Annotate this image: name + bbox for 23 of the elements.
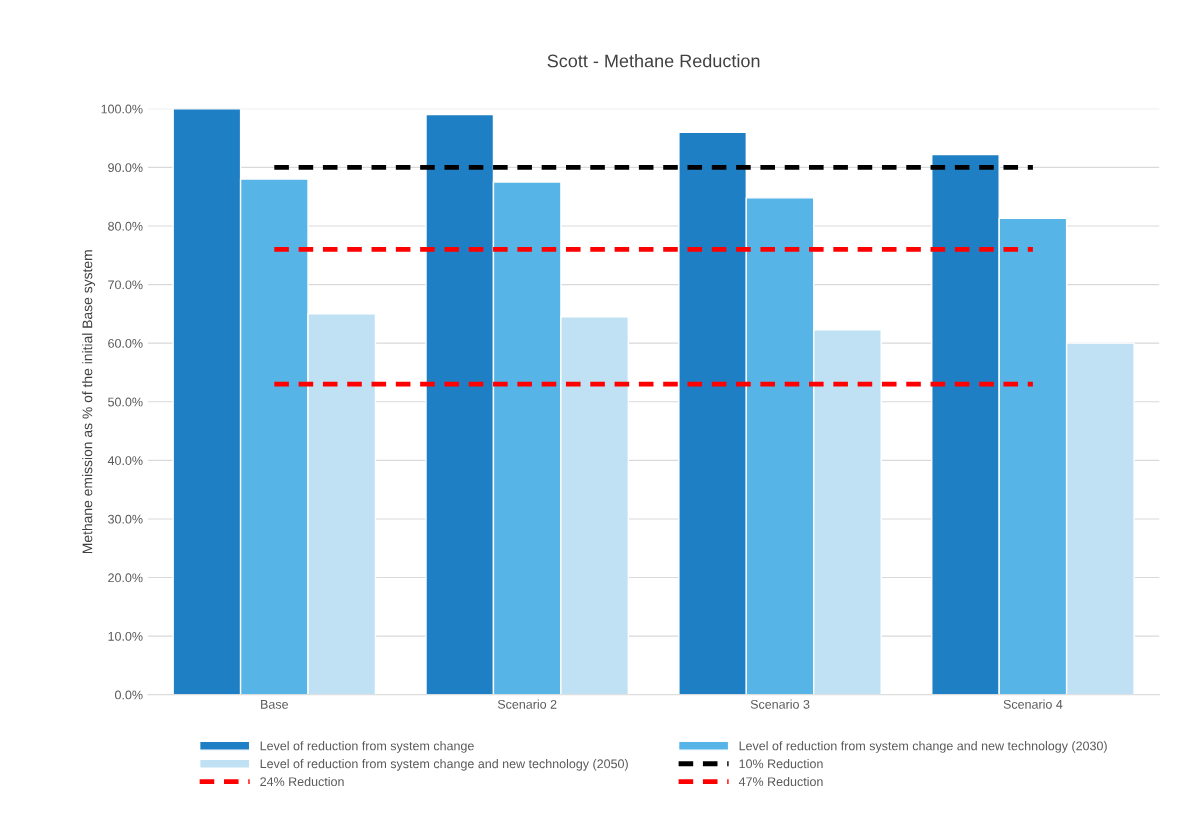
y-tick-label: 90.0% [108,163,143,173]
y-tick-label: 100.0% [101,104,143,114]
legend-label: Level of reduction from system change and new technology (2030) [739,741,1107,753]
x-tick-label: Scenario 4 [1003,699,1063,709]
legend-label: 10% Reduction [739,759,823,769]
y-tick-label: 60.0% [108,338,143,348]
x-tick-label: Base [261,700,288,709]
y-axis-title: Methane emission as % of the initial Base system [82,250,96,554]
legend-label: 24% Reduction [260,776,344,787]
y-tick-label: 10.0% [108,631,143,641]
y-tick-label: 50.0% [108,397,143,407]
x-tick-label: Scenario 2 [497,699,557,709]
chart-title: Scott - Methane Reduction [547,54,760,68]
legend-label: Level of reduction from system change and new technology (2050) [260,759,628,771]
y-tick-label: 40.0% [107,456,143,465]
y-tick-label: 30.0% [108,514,143,524]
y-tick-label: 70.0% [108,280,143,290]
y-tick-label: 0.0% [115,690,143,700]
legend-label: Level of reduction from system change [260,741,474,753]
y-tick-label: 80.0% [108,221,143,231]
y-tick-label: 20.0% [108,573,143,583]
legend-label: 47% Reduction [738,776,823,787]
x-tick-label: Scenario 3 [750,699,810,709]
